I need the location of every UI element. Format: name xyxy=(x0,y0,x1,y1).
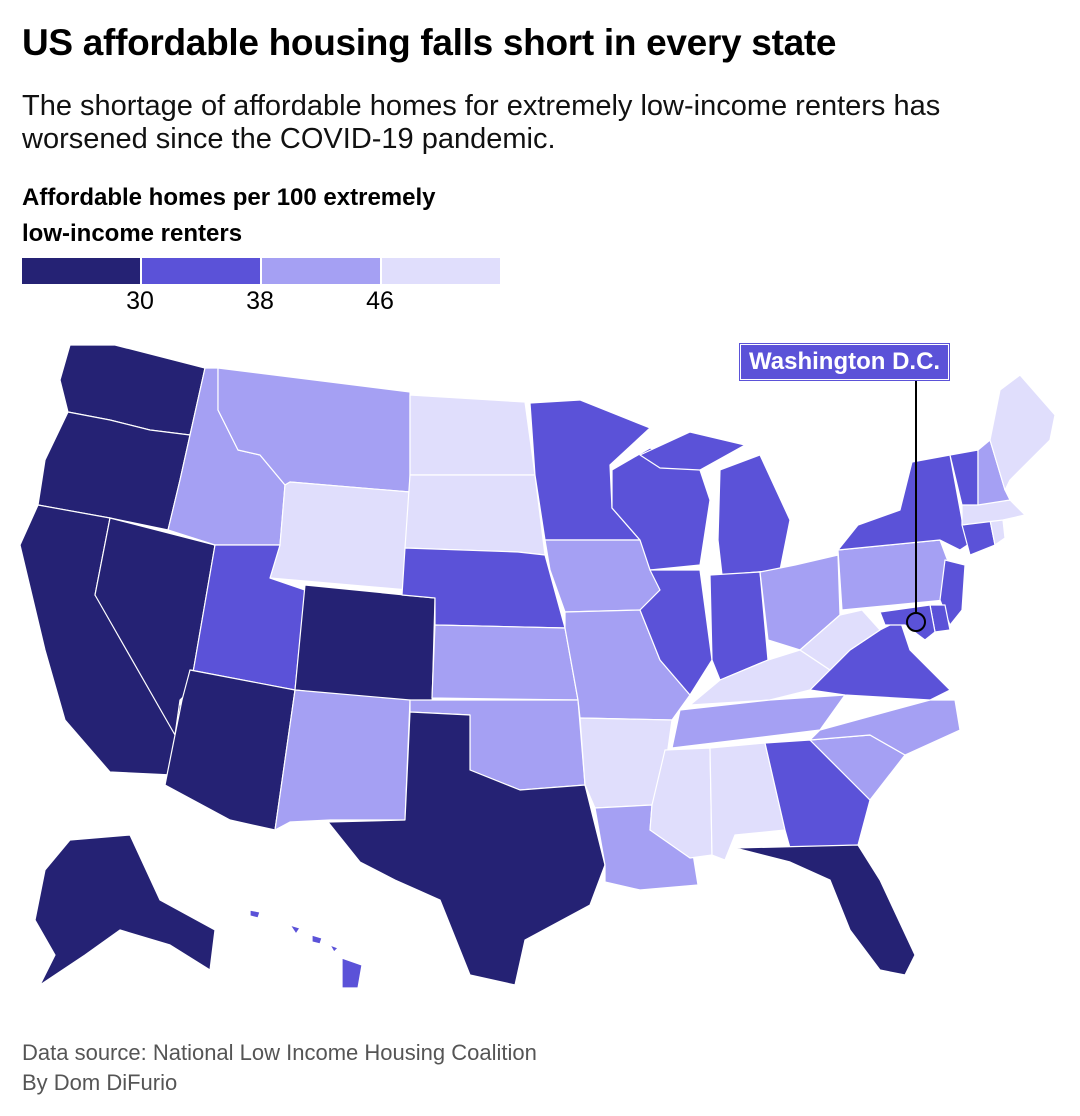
legend-tick-38: 38 xyxy=(246,287,274,315)
state-pennsylvania xyxy=(837,539,956,611)
state-texas xyxy=(327,711,606,986)
dc-annotation-label: Washington D.C. xyxy=(738,343,951,381)
legend-color-scale xyxy=(22,258,502,284)
legend-title: Affordable homes per 100 extremely low-i… xyxy=(22,184,436,247)
state-west-virginia xyxy=(799,609,881,671)
state-north-dakota xyxy=(409,394,536,476)
byline: By Dom DiFurio xyxy=(22,1070,178,1095)
state-new-hampshire xyxy=(977,439,1011,506)
footer: Data source: National Low Income Housing… xyxy=(22,1038,537,1098)
state-illinois xyxy=(639,569,713,696)
legend-tick-30: 30 xyxy=(126,287,154,315)
state-arizona xyxy=(164,669,296,831)
legend-swatch-3 xyxy=(262,258,380,284)
state-connecticut xyxy=(961,519,996,556)
state-iowa xyxy=(544,539,661,613)
state-alaska xyxy=(34,834,216,986)
state-tennessee xyxy=(671,694,846,749)
chart-subtitle: The shortage of affordable homes for ext… xyxy=(22,90,941,155)
legend-tick-46: 46 xyxy=(366,287,394,315)
state-kansas xyxy=(431,624,579,701)
state-colorado xyxy=(294,584,436,706)
state-new-mexico xyxy=(274,689,411,831)
state-south-dakota xyxy=(404,474,546,556)
state-north-carolina xyxy=(809,699,961,756)
chart-title: US affordable housing falls short in eve… xyxy=(22,22,837,63)
state-wyoming xyxy=(269,481,411,591)
legend-swatch-2 xyxy=(142,258,260,284)
state-hawaii xyxy=(249,909,363,989)
state-maine xyxy=(989,374,1056,491)
data-source: Data source: National Low Income Housing… xyxy=(22,1040,537,1065)
us-choropleth-map xyxy=(19,344,1056,989)
legend-swatch-1 xyxy=(22,258,140,284)
state-florida xyxy=(734,844,916,976)
dc-marker xyxy=(906,612,926,632)
legend-swatch-4 xyxy=(382,258,500,284)
